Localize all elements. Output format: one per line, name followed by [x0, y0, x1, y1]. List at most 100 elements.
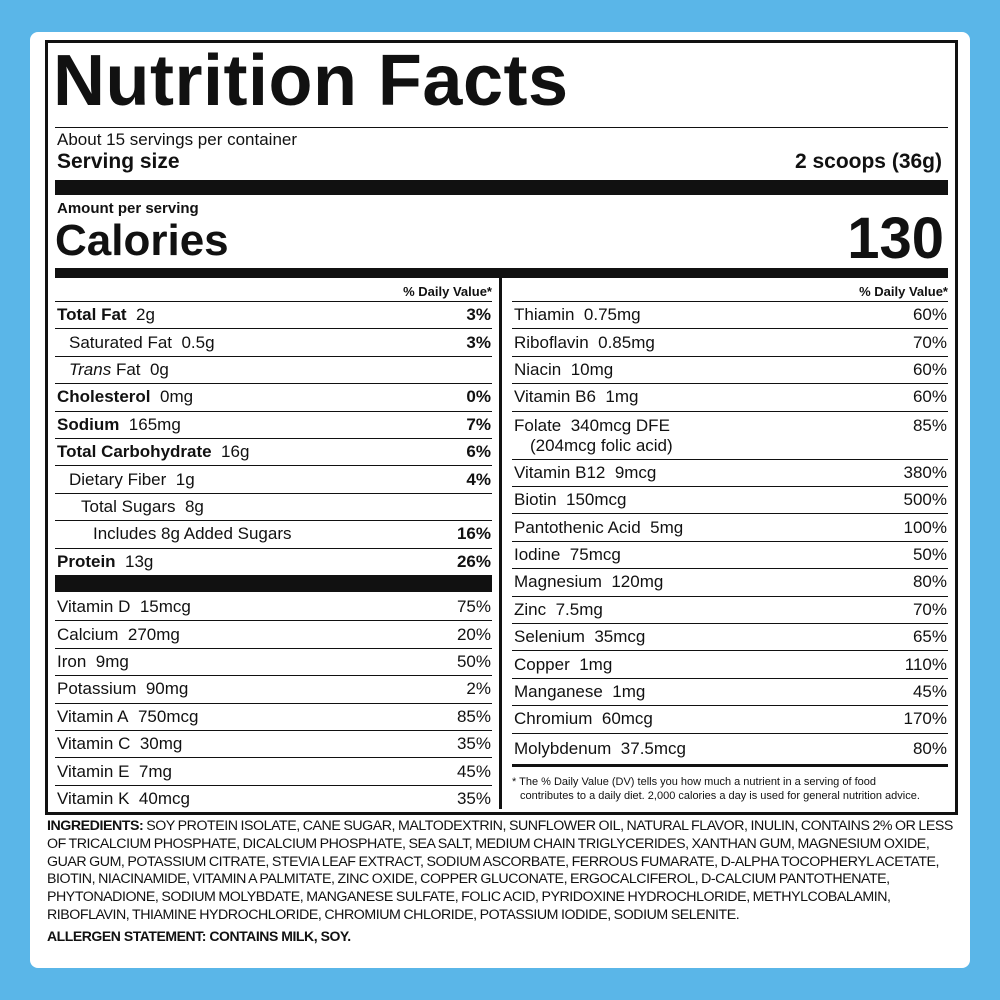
nutrient-row: Trans Fat 0g: [55, 357, 492, 385]
serving-size-value: 2 scoops (36g): [794, 150, 942, 173]
nutrient-amount: 340mcg DFE: [570, 415, 670, 435]
nutrient-line: Molybdenum 37.5mcg: [514, 739, 686, 759]
allergen: ALLERGEN STATEMENT: CONTAINS MILK, SOY.: [47, 928, 351, 944]
daily-value: 6%: [466, 442, 491, 462]
nutrient-name: Thiamin: [514, 305, 575, 325]
nutrient-amount: 750mcg: [137, 706, 199, 726]
nutrient-row: Pantothenic Acid 5mg 100%: [512, 514, 948, 542]
nutrient-line: Vitamin A 750mcg: [57, 707, 198, 727]
daily-value: 0%: [466, 387, 491, 407]
nutrient-name: Niacin: [514, 359, 562, 379]
daily-value: 3%: [466, 305, 491, 325]
nutrient-row: Vitamin K 40mcg 35%: [55, 786, 492, 813]
nutrient-row: Iodine 75mcg 50%: [512, 542, 948, 570]
nutrient-name: Total Carbohydrate: [57, 442, 212, 462]
nutrient-name: Vitamin B12: [514, 462, 606, 482]
nutrient-row: Vitamin A 750mcg 85%: [55, 704, 492, 731]
nutrient-amount: 150mcg: [565, 490, 627, 510]
nutrient-line: Manganese 1mg: [514, 682, 645, 702]
nutrient-line: Iodine 75mcg: [514, 545, 621, 565]
nutrient-label: Includes 8g Added Sugars: [93, 524, 291, 544]
nutrient-name: Chromium: [514, 709, 593, 729]
nutrient-row: Total Carbohydrate 16g 6%: [55, 439, 492, 467]
nutrient-label: Iodine 75mcg: [514, 545, 621, 565]
nutrient-line: Vitamin K 40mcg: [57, 789, 190, 809]
nutrient-amount: 37.5mcg: [620, 738, 686, 758]
nutrient-label: Copper 1mg: [514, 655, 612, 675]
nutrient-label: Pantothenic Acid 5mg: [514, 518, 683, 538]
nutrient-row: Vitamin D 15mcg 75%: [55, 594, 492, 622]
nutrient-amount: 0mg: [159, 387, 194, 407]
nutrient-label: Iron 9mg: [57, 652, 129, 672]
servings: About 15 servings per container: [57, 130, 298, 149]
nutrient-amount: 75mcg: [569, 544, 621, 564]
nutrient-amount: 1mg: [612, 681, 646, 701]
nutrient-label: Chromium 60mcg: [514, 709, 653, 729]
nutrient-line: Total Sugars 8g: [81, 497, 204, 517]
daily-value: 2%: [466, 679, 491, 699]
nutrient-name: Vitamin D: [57, 597, 131, 617]
nutrient-line: Biotin 150mcg: [514, 490, 626, 510]
nutrient-row: Dietary Fiber 1g 4%: [55, 466, 492, 494]
nutrient-line: Saturated Fat 0.5g: [69, 333, 215, 353]
nutrient-row: Magnesium 120mg 80%: [512, 569, 948, 597]
nutrient-label: Riboflavin 0.85mg: [514, 333, 655, 353]
nutrient-amount: 35mcg: [594, 627, 646, 647]
nutrient-name: Riboflavin: [514, 332, 589, 352]
ingredients-label: INGREDIENTS:: [47, 818, 144, 834]
ingredients: INGREDIENTS: SOY PROTEIN ISOLATE, CANE S…: [47, 818, 957, 925]
calories-value: 130: [847, 206, 944, 271]
thick-rule: [55, 268, 948, 278]
nutrient-row: Vitamin B6 1mg 60%: [512, 384, 948, 412]
daily-value: 170%: [903, 709, 947, 729]
nutrient-name: Pantothenic Acid: [514, 517, 641, 537]
nutrient-label: Total Carbohydrate 16g: [57, 442, 249, 462]
nutrient-line: Niacin 10mg: [514, 360, 613, 380]
nutrient-line: Vitamin B6 1mg: [514, 387, 638, 407]
nutrient-name: Biotin: [514, 490, 557, 510]
nutrient-line: Chromium 60mcg: [514, 709, 653, 729]
nutrient-name: Vitamin B6: [514, 387, 596, 407]
nutrient-label: Manganese 1mg: [514, 682, 645, 702]
nutrient-row: Manganese 1mg 45%: [512, 679, 948, 707]
nutrient-amount: 40mcg: [138, 789, 190, 809]
nutrient-label: Vitamin D 15mcg: [57, 597, 191, 617]
nutrient-amount: 0.85mg: [598, 332, 655, 352]
nutrient-row: Copper 1mg 110%: [512, 651, 948, 679]
nutrient-row: Vitamin B12 9mcg 380%: [512, 460, 948, 487]
nutrient-label: Vitamin C 30mg: [57, 734, 182, 754]
amount-per-serving: Amount per serving: [57, 200, 199, 217]
nutrient-label: Protein 13g: [57, 552, 153, 572]
daily-value: 70%: [912, 599, 947, 619]
serving-size-label: Serving size: [57, 150, 180, 173]
daily-value: 500%: [903, 490, 947, 510]
dv-header: % Daily Value*: [512, 281, 948, 302]
nutrient-amount: 0.75mg: [583, 305, 641, 325]
nutrient-line: Magnesium 120mg: [514, 572, 663, 592]
nutrient-name: Potassium: [57, 679, 137, 699]
nutrient-row: Total Fat 2g 3%: [55, 302, 492, 330]
nutrient-line: Calcium 270mg: [57, 625, 180, 645]
nutrient-line: Vitamin D 15mcg: [57, 597, 191, 617]
nutrient-row: Calcium 270mg 20%: [55, 621, 492, 649]
nutrient-row: Riboflavin 0.85mg 70%: [512, 329, 948, 357]
nutrient-name-italic: Trans: [69, 359, 112, 379]
nutrient-row: Molybdenum 37.5mcg 80%: [512, 734, 948, 767]
thick-rule: [55, 180, 948, 195]
nutrient-line: Selenium 35mcg: [514, 627, 645, 647]
nutrient-row: Iron 9mg 50%: [55, 649, 492, 677]
daily-value: 7%: [466, 414, 491, 434]
nutrient-amount: 8g: [184, 496, 204, 516]
nutrient-line: Vitamin E 7mg: [57, 762, 172, 782]
nutrient-label: Vitamin B6 1mg: [514, 387, 638, 407]
nutrient-line: Pantothenic Acid 5mg: [514, 518, 683, 538]
nutrient-label: Vitamin E 7mg: [57, 762, 172, 782]
nutrient-label: Thiamin 0.75mg: [514, 305, 641, 325]
nutrient-line: Vitamin C 30mg: [57, 734, 182, 754]
nutrient-row: Potassium 90mg 2%: [55, 676, 492, 704]
footnote: contributes to a daily diet. 2,000 calor…: [520, 790, 920, 802]
nutrient-name: Molybdenum: [514, 738, 612, 758]
daily-value: 85%: [456, 706, 491, 726]
daily-value: 80%: [912, 738, 947, 758]
nutrient-amount: 13g: [125, 551, 154, 571]
